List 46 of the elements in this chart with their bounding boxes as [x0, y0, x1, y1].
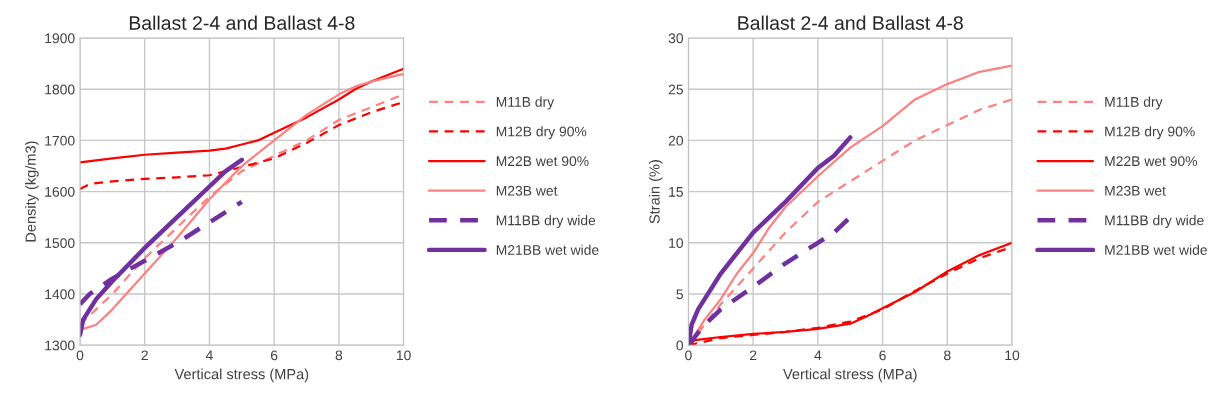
legend-label: M12B dry 90%: [496, 126, 587, 140]
legend-label: M22B wet 90%: [1105, 156, 1198, 167]
y-tick-label: 30: [668, 33, 684, 44]
legend-label: M11BB dry wide: [1105, 215, 1204, 229]
x-tick-label: 4: [814, 350, 822, 361]
legend-label: M11B dry: [1105, 96, 1163, 110]
line-series: [79, 67, 404, 164]
x-tick-label: 2: [141, 350, 148, 361]
chart-title: Ballast 2-4 and Ballast 4-8: [738, 15, 963, 30]
y-tick-label: 1500: [45, 238, 75, 248]
legend-label: M21BB wet wide: [496, 244, 599, 255]
x-tick-label: 8: [944, 350, 951, 361]
x-tick-label: 4: [205, 350, 213, 361]
legend-label: M11B dry: [496, 96, 555, 110]
x-tick-label: 0: [685, 350, 692, 361]
legend-label: M23B wet: [1105, 185, 1166, 196]
legend-label: M22B wet 90%: [496, 156, 589, 167]
y-tick-label: 1600: [45, 186, 75, 197]
x-tick-label: 2: [749, 350, 757, 361]
y-tick-label: 10: [669, 238, 684, 248]
y-tick-label: 0: [676, 340, 684, 351]
x-tick-label: 10: [396, 350, 411, 361]
x-tick-label: 6: [879, 350, 886, 361]
y-tick-label: 1700: [45, 135, 75, 146]
y-tick-label: 25: [668, 84, 683, 95]
y-axis-title: Density (kg/m3): [25, 141, 39, 242]
x-axis-title: Vertical stress (MPa): [174, 368, 309, 383]
y-tick-label: 1900: [45, 33, 75, 44]
y-tick-label: 1800: [45, 84, 75, 95]
y-tick-label: 1400: [45, 289, 75, 300]
y-tick-label: 5: [676, 289, 683, 300]
x-tick-label: 0: [76, 350, 84, 361]
line-series: [79, 157, 245, 338]
y-tick-label: 1300: [45, 340, 75, 351]
x-axis-title: Vertical stress (MPa): [783, 368, 917, 383]
chart-title: Ballast 2-4 and Ballast 4-8: [129, 15, 355, 30]
x-tick-label: 6: [271, 350, 278, 361]
x-tick-label: 8: [335, 350, 343, 361]
legend-label: M21BB wet wide: [1105, 244, 1207, 255]
y-tick-label: 20: [668, 135, 684, 146]
y-tick-label: 15: [669, 187, 683, 197]
x-tick-label: 10: [1005, 350, 1020, 361]
y-axis-title: Strain (%): [648, 160, 663, 224]
legend-label: M23B wet: [496, 185, 558, 196]
legend-label: M12B dry 90%: [1105, 126, 1195, 140]
legend-label: M11BB dry wide: [496, 215, 596, 229]
